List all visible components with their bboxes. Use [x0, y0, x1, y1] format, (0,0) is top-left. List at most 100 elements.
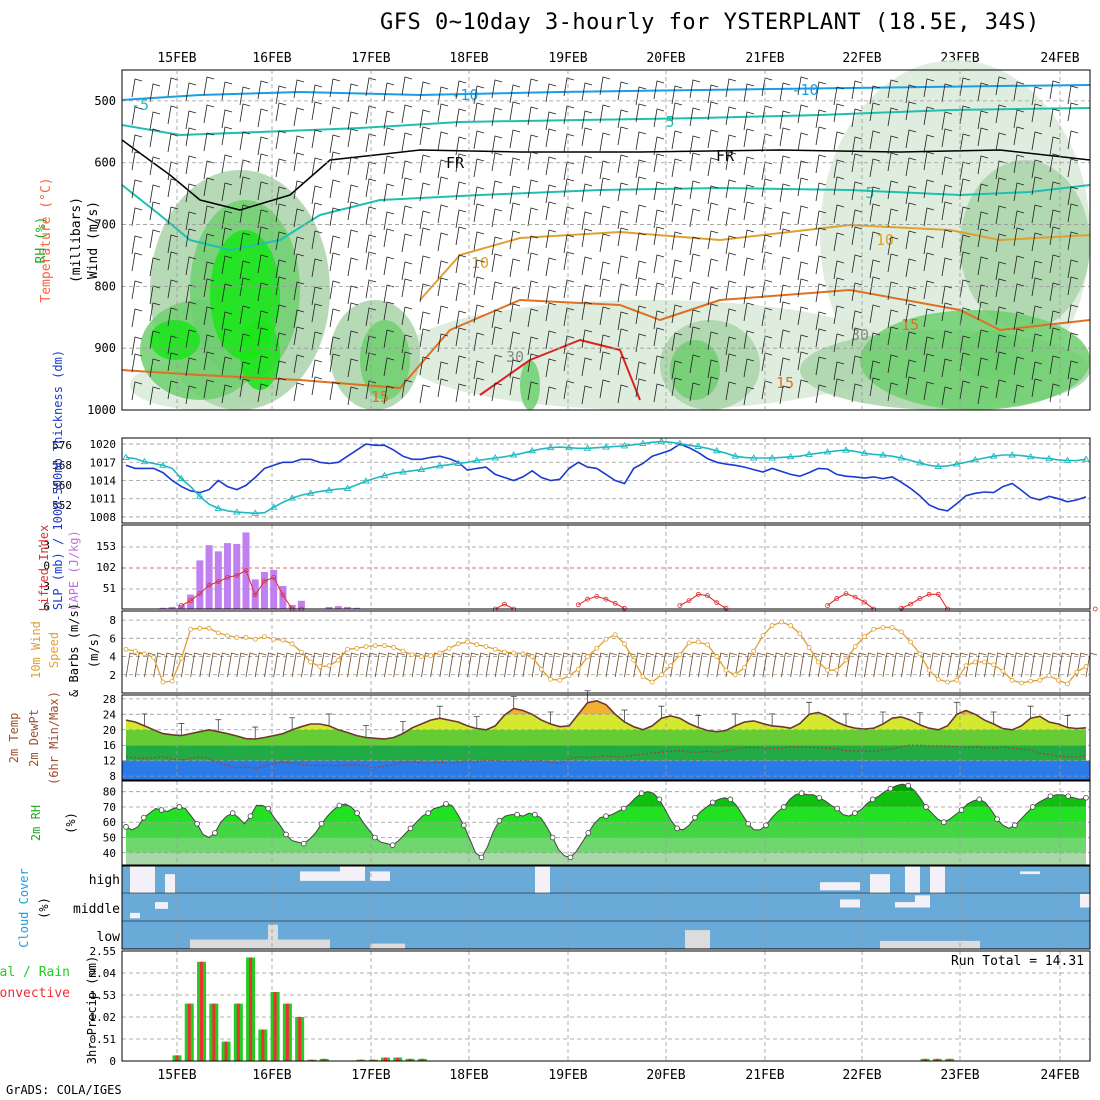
barb — [635, 204, 647, 224]
thickness-marker — [916, 459, 924, 466]
barb — [887, 382, 899, 402]
barb — [635, 305, 647, 325]
barb — [635, 333, 647, 353]
wind-speed-point — [382, 643, 387, 649]
barb — [581, 228, 593, 248]
barb — [977, 127, 989, 147]
barb — [995, 132, 1007, 152]
barb — [671, 276, 683, 296]
wind-barb — [282, 652, 295, 678]
barb — [257, 254, 269, 274]
barb — [293, 281, 305, 301]
barb — [905, 376, 917, 396]
wind-barb — [614, 652, 627, 678]
barb — [797, 306, 809, 326]
thickness-marker — [325, 486, 333, 493]
wind-speed-point — [298, 649, 304, 655]
thickness-marker — [712, 446, 721, 454]
wind-speed-point — [566, 673, 572, 679]
barb — [167, 161, 179, 181]
isotherm-label: FR — [446, 154, 465, 172]
li-point — [622, 605, 627, 611]
x-tick-top: 15FEB — [157, 51, 196, 66]
wind-barb — [199, 652, 211, 678]
wind-barb — [374, 652, 387, 678]
barb — [239, 361, 251, 381]
barb — [725, 336, 737, 356]
barb — [707, 101, 719, 121]
barb — [473, 203, 485, 223]
barb — [563, 77, 575, 97]
wind-barb — [236, 652, 248, 678]
barb — [725, 235, 737, 255]
rh-point — [1065, 793, 1072, 800]
barb — [311, 101, 323, 121]
barb — [491, 79, 503, 99]
barb — [779, 82, 791, 102]
precip-conv-bar — [322, 1058, 326, 1061]
thickness-marker — [565, 443, 573, 451]
barb — [1031, 378, 1043, 398]
barb — [887, 107, 899, 127]
barb — [455, 327, 467, 347]
barb — [797, 379, 809, 399]
barb — [599, 104, 611, 124]
barb — [905, 359, 917, 379]
barb — [887, 253, 899, 273]
barb — [869, 332, 881, 352]
barb — [185, 256, 197, 276]
barb — [581, 183, 593, 203]
precip-conv-bar — [187, 1003, 191, 1061]
barb — [293, 79, 305, 99]
barb — [329, 179, 341, 199]
barb — [1049, 153, 1061, 173]
rh-point — [354, 810, 360, 816]
li-point — [502, 601, 507, 607]
wind-barb — [817, 652, 830, 678]
barb — [653, 181, 665, 201]
wind-barb — [697, 652, 710, 678]
barb — [653, 282, 665, 302]
rh-point — [478, 854, 485, 861]
barb — [131, 235, 143, 255]
wind-speed-point — [658, 672, 664, 678]
rh-point — [140, 814, 147, 821]
barb — [509, 157, 521, 177]
thickness-marker — [952, 460, 961, 467]
barb — [401, 104, 413, 124]
barb — [905, 303, 917, 323]
barb — [329, 308, 341, 328]
precip-conv-bar — [923, 1058, 927, 1061]
wind-barb — [984, 652, 996, 678]
y-tick: 800 — [94, 279, 116, 293]
barb — [977, 211, 989, 231]
barb — [671, 158, 683, 178]
wind-speed-point — [945, 679, 950, 685]
thickness-marker — [989, 452, 998, 459]
barb — [743, 184, 755, 204]
barb — [455, 310, 467, 330]
barb — [437, 277, 449, 297]
wind-speed-point — [455, 641, 461, 647]
wind-speed-point — [363, 644, 369, 649]
rh-point — [905, 782, 912, 789]
barb — [185, 385, 197, 405]
thickness-marker — [879, 451, 887, 458]
precip-conv-bar — [175, 1055, 179, 1061]
precip-conv-bar — [298, 1017, 302, 1061]
barb — [491, 354, 503, 374]
x-tick-top: 24FEB — [1040, 51, 1079, 66]
cape-bar — [334, 606, 342, 609]
isotherm-label: 5 — [665, 113, 674, 131]
minmax-whisker — [769, 713, 776, 726]
barb — [905, 230, 917, 250]
barb — [311, 84, 323, 104]
barb — [905, 185, 917, 205]
x-tick-bottom: 21FEB — [745, 1068, 784, 1083]
barb — [779, 110, 791, 130]
y-tick: 16 — [103, 739, 116, 752]
wind-speed-point — [972, 659, 978, 665]
wind-speed-point — [1000, 668, 1006, 674]
barb — [689, 152, 701, 172]
cloud-cell — [190, 939, 330, 949]
